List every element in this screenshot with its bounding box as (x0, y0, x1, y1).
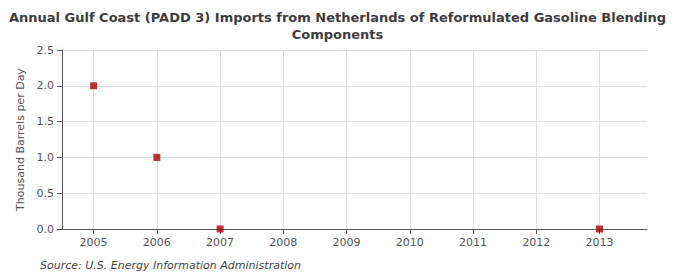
svg-text:2013: 2013 (586, 236, 614, 249)
svg-text:0.5: 0.5 (37, 187, 55, 200)
svg-text:2008: 2008 (269, 236, 297, 249)
svg-text:2.5: 2.5 (37, 44, 55, 57)
svg-text:2012: 2012 (522, 236, 550, 249)
svg-text:2010: 2010 (396, 236, 424, 249)
svg-text:2.0: 2.0 (37, 79, 55, 92)
svg-text:2005: 2005 (80, 236, 108, 249)
svg-text:2011: 2011 (459, 236, 487, 249)
svg-text:1.0: 1.0 (37, 151, 55, 164)
svg-text:0.0: 0.0 (37, 223, 55, 236)
svg-text:Thousand Barrels per Day: Thousand Barrels per Day (14, 68, 27, 212)
svg-text:2009: 2009 (333, 236, 361, 249)
svg-text:Annual Gulf Coast (PADD 3) Imp: Annual Gulf Coast (PADD 3) Imports from … (9, 10, 666, 25)
svg-text:2006: 2006 (143, 236, 171, 249)
svg-text:2007: 2007 (206, 236, 234, 249)
svg-text:Components: Components (292, 27, 384, 42)
svg-text:1.5: 1.5 (37, 115, 55, 128)
svg-text:Source: U.S. Energy Informatio: Source: U.S. Energy Information Administ… (40, 259, 301, 272)
